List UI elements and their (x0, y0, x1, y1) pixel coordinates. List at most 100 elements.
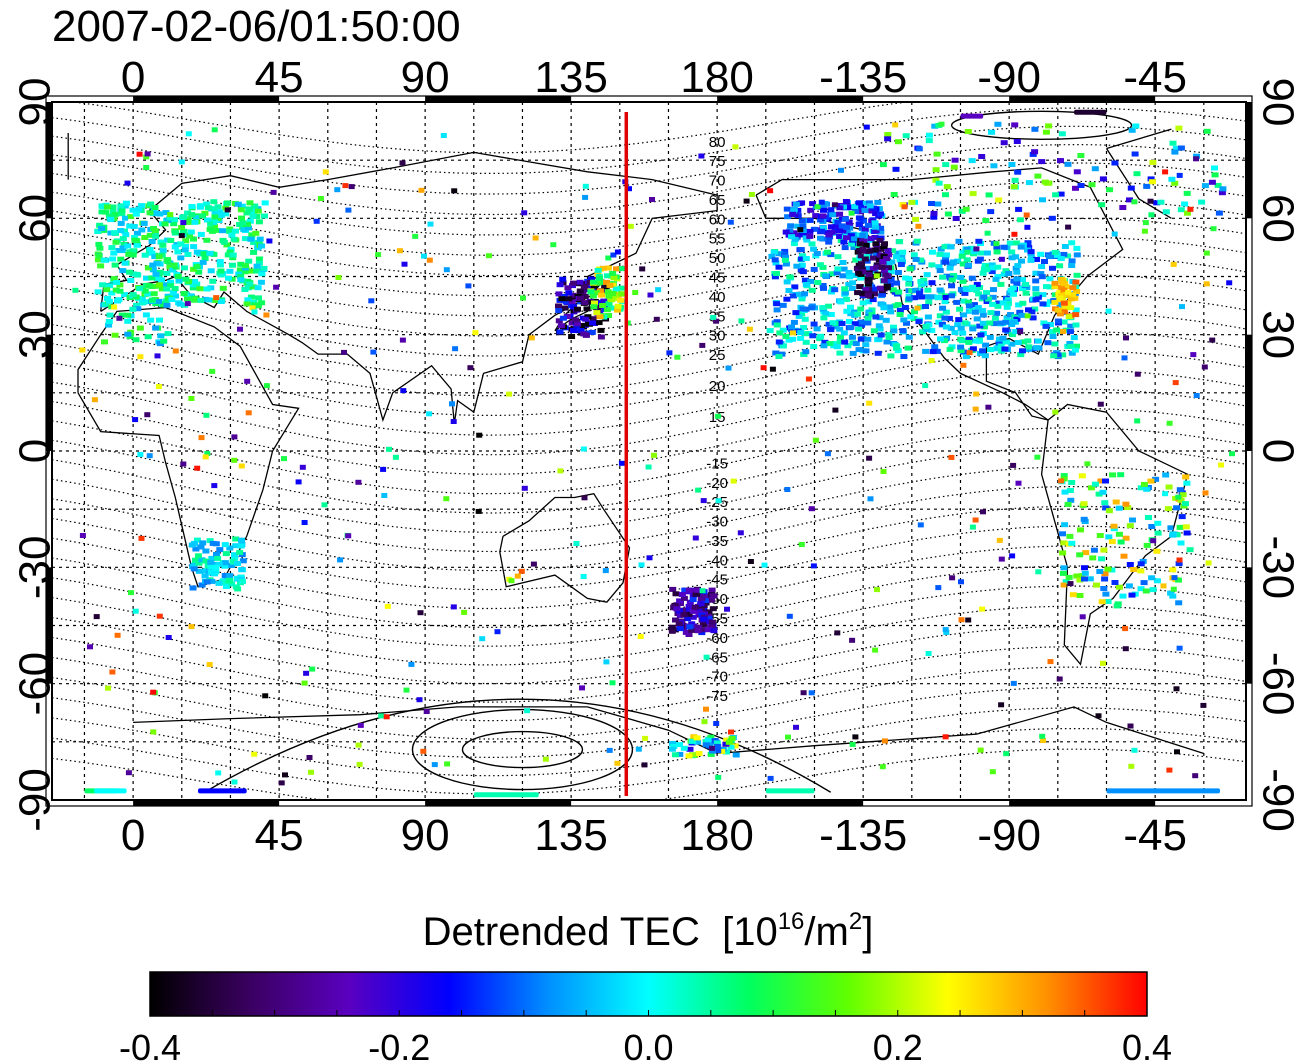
tec-cell (838, 321, 846, 326)
tec-cell (857, 253, 864, 259)
tec-cell (1164, 506, 1172, 512)
tec-cell (866, 400, 873, 406)
tec-cell (681, 587, 689, 593)
tec-cell (809, 333, 817, 339)
tec-cell (718, 748, 726, 754)
tec-cell (928, 201, 935, 206)
tec-cell (838, 167, 844, 173)
tec-cell (807, 278, 815, 284)
tec-cell (982, 218, 990, 223)
tec-cell (380, 466, 387, 472)
tec-cell (1077, 183, 1085, 188)
tec-cell (217, 212, 225, 218)
tec-cell (180, 461, 187, 467)
tec-cell (229, 252, 237, 258)
tec-cell (190, 566, 198, 572)
tec-cell (865, 200, 873, 206)
tec-cell (937, 336, 944, 342)
tec-cell (255, 256, 263, 262)
tec-cell (872, 252, 880, 258)
tec-cell (688, 627, 696, 633)
tec-cell (375, 252, 382, 258)
tec-cell (800, 352, 808, 357)
bottom-lon-tick-label: 0 (121, 811, 145, 860)
tec-cell (138, 300, 146, 306)
tec-cell (670, 744, 678, 749)
tec-cell (1182, 474, 1190, 480)
tec-cell (1160, 583, 1167, 589)
contour-label: 40 (709, 289, 726, 306)
tec-cell (255, 260, 263, 266)
tec-cell (223, 200, 231, 206)
tec-cell (228, 232, 236, 238)
tec-cell (381, 493, 388, 498)
tec-cell (444, 761, 451, 767)
tec-cell (1147, 478, 1155, 484)
tec-cell (836, 228, 844, 234)
tec-cell (958, 338, 966, 344)
tec-cell (1064, 161, 1072, 167)
tec-cell (1149, 587, 1157, 593)
tec-cell (248, 232, 256, 238)
tec-cell (731, 743, 739, 749)
tec-cell (869, 297, 877, 303)
tec-cell (715, 498, 722, 504)
tec-cell (188, 542, 196, 548)
tec-cell (177, 241, 185, 247)
tec-cell (121, 260, 129, 266)
tec-cell (199, 213, 206, 219)
tec-cell (819, 264, 827, 270)
tec-cell (694, 587, 701, 593)
tec-cell (117, 220, 125, 226)
tec-cell (1162, 209, 1170, 215)
tec-cell (147, 201, 155, 207)
tec-cell (862, 287, 870, 293)
tec-cell (766, 328, 774, 334)
tec-cell (1009, 319, 1017, 325)
tec-cell (1011, 231, 1018, 237)
tec-cell (126, 223, 134, 229)
tec-cell (1148, 179, 1156, 185)
tec-cell (172, 348, 179, 354)
tec-cell (1137, 568, 1145, 574)
tec-cell (555, 308, 563, 314)
tec-cell (1140, 580, 1148, 586)
tec-cell (1210, 226, 1217, 232)
tec-cell (222, 584, 230, 589)
tec-cell (1049, 265, 1056, 271)
tec-cell (861, 256, 869, 262)
mag-lat-contour (51, 143, 1247, 216)
tec-cell (962, 354, 970, 360)
tec-cell (1174, 749, 1180, 755)
tec-cell (119, 268, 127, 274)
tec-cell (1076, 552, 1084, 558)
tec-cell (117, 228, 125, 233)
mag-lat-contour (51, 505, 1247, 591)
tec-cell (747, 559, 754, 564)
tec-cell (673, 606, 681, 612)
tec-cell (211, 483, 218, 489)
tec-cell (1003, 751, 1010, 757)
tec-cell (834, 219, 842, 225)
tec-cell (987, 347, 995, 353)
tec-cell (784, 487, 791, 492)
tec-cell (590, 304, 598, 310)
tec-cell (810, 344, 818, 349)
tec-cell (862, 342, 870, 348)
tec-cell (694, 739, 702, 745)
tec-cell (938, 321, 946, 327)
tec-cell (202, 454, 209, 460)
contour-label: 60 (709, 211, 726, 228)
top-lon-tick-label: -135 (819, 53, 907, 102)
tec-cell (790, 230, 798, 236)
tec-cell (1032, 270, 1040, 276)
tec-cell (452, 346, 459, 352)
tec-cell (869, 255, 877, 261)
tec-cell (1123, 335, 1129, 341)
tec-cell (581, 284, 589, 290)
tec-cell (1065, 224, 1072, 230)
tec-cell (688, 738, 696, 744)
tec-cell (1058, 277, 1065, 282)
tec-cell (769, 366, 776, 372)
tec-cell (341, 349, 347, 355)
